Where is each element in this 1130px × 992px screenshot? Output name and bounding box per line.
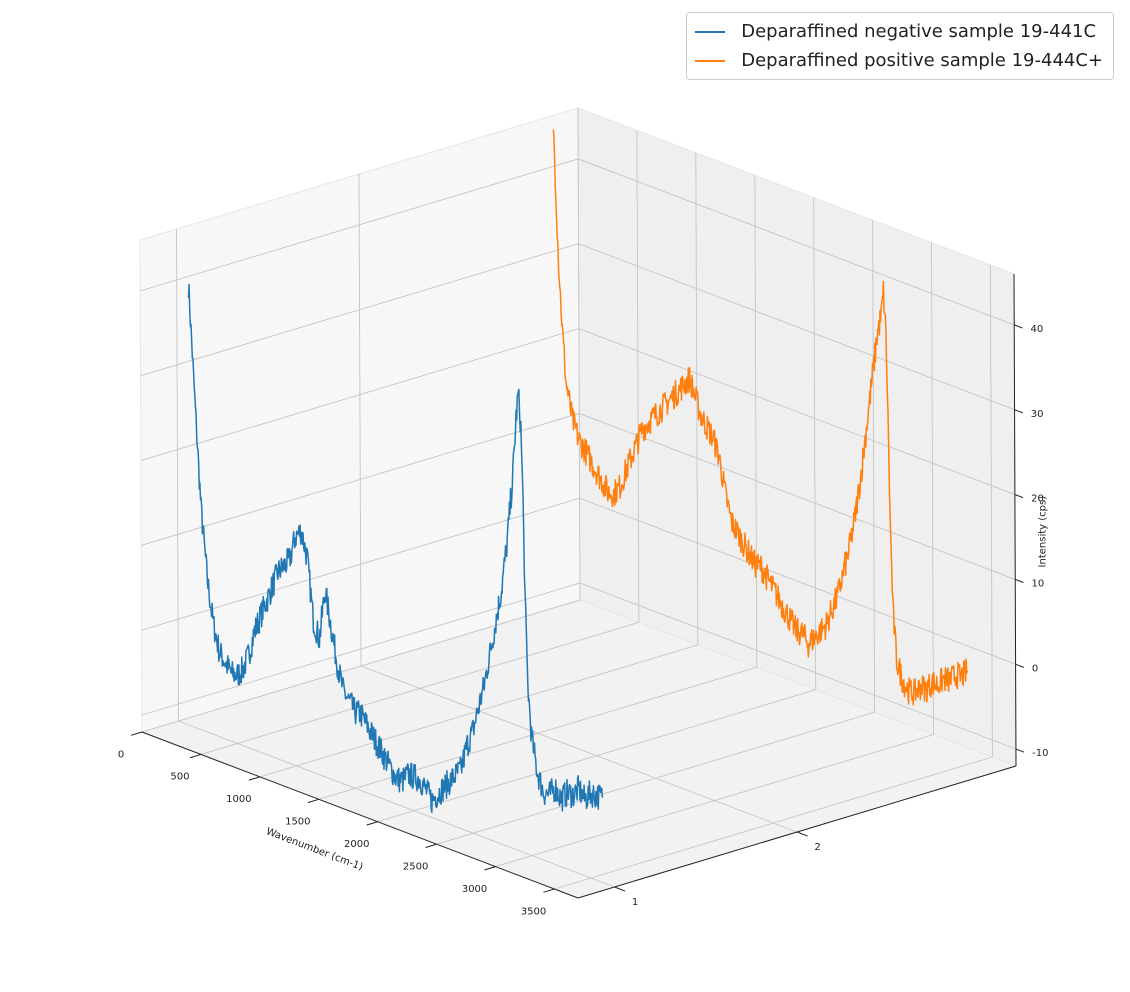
z-tick-label: 30 — [1031, 409, 1044, 420]
z-axis-label: Intensity (cps) — [1038, 496, 1049, 568]
x-tick-label: 2500 — [403, 861, 428, 872]
grid-lines — [140, 107, 1017, 890]
legend-item-negative[interactable]: Deparaffined negative sample 19-441C — [695, 17, 1103, 46]
z-tick-label: -10 — [1032, 748, 1048, 759]
legend-label-positive: Deparaffined positive sample 19-444C+ — [741, 50, 1103, 71]
legend-swatch-positive — [695, 59, 726, 62]
z-tick — [1014, 324, 1023, 329]
grid-line-depth — [176, 228, 615, 888]
x-axis-line — [141, 731, 579, 899]
depth-tick — [614, 886, 626, 892]
z-tick-label: 0 — [1032, 663, 1038, 674]
grid-line-x — [141, 107, 581, 733]
grid-line-x — [495, 242, 934, 868]
grid-line-z — [141, 412, 1016, 580]
z-tick — [1015, 578, 1024, 583]
z-tick — [1014, 409, 1023, 414]
z-tick-label: 20 — [1031, 494, 1044, 505]
series-line-positive — [552, 129, 969, 706]
x-tick — [130, 731, 143, 736]
tick-marks — [130, 324, 1025, 893]
depth-tick-label: 1 — [632, 897, 638, 908]
x-tick — [543, 888, 555, 893]
grid-line-x — [377, 197, 817, 823]
z-tick — [1015, 663, 1025, 668]
grid-line-z — [141, 497, 1016, 665]
x-tick — [366, 821, 378, 826]
grid-line-z — [140, 243, 1015, 411]
series-line-negative — [187, 283, 604, 814]
legend: Deparaffined negative sample 19-441C Dep… — [686, 12, 1114, 80]
depth-tick — [796, 831, 808, 837]
x-tick-label: 500 — [170, 772, 189, 783]
x-tick-label: 3500 — [521, 906, 546, 917]
grid-line-z — [141, 582, 1017, 750]
grid-line-z — [140, 158, 1015, 326]
x-tick-label: 3000 — [462, 884, 487, 895]
grid-line-x — [436, 220, 876, 845]
x-tick-label: 1000 — [226, 794, 251, 805]
legend-label-negative: Deparaffined negative sample 19-441C — [741, 21, 1097, 42]
depth-tick-label: 2 — [814, 842, 820, 853]
x-tick-label: 0 — [118, 749, 124, 760]
z-axis-line — [1013, 273, 1017, 767]
z-tick-label: 10 — [1031, 579, 1044, 590]
grid-line-x — [200, 130, 640, 755]
z-tick — [1015, 748, 1025, 753]
legend-swatch-negative — [695, 30, 726, 33]
z-tick — [1014, 494, 1024, 499]
x-tick-label: 2000 — [344, 839, 369, 850]
grid-line-x — [554, 264, 993, 890]
grid-line-z — [140, 328, 1016, 496]
x-tick — [425, 843, 437, 848]
z-tick-label: 40 — [1030, 324, 1043, 335]
series-lines — [187, 129, 969, 814]
x-tick — [189, 753, 202, 759]
legend-item-positive[interactable]: Deparaffined positive sample 19-444C+ — [695, 46, 1103, 75]
x-tick — [484, 866, 496, 871]
x-tick — [307, 798, 319, 804]
grid-line-depth — [358, 173, 798, 833]
grid-line-x — [259, 152, 699, 778]
x-tick-label: 1500 — [285, 817, 310, 828]
x-tick — [248, 776, 260, 781]
